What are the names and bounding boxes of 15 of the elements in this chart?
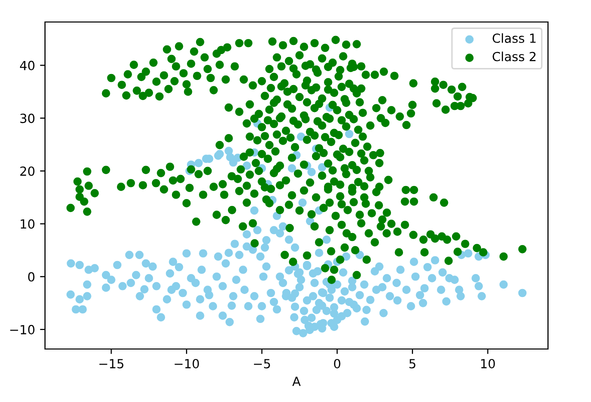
x-tick-label: 10 [481, 358, 495, 368]
y-tick-label: 40 [20, 60, 34, 70]
x-axis-title: A [292, 376, 301, 386]
y-tick-label: 0 [28, 272, 34, 282]
y-tick-label: 30 [20, 114, 34, 124]
x-tick-label: −5 [254, 359, 270, 368]
x-tick-label: −10 [174, 358, 199, 368]
x-tick-label: −15 [99, 359, 124, 368]
y-tick-label: 10 [20, 219, 34, 229]
y-tick-label: 20 [20, 166, 34, 176]
x-tick-label: 0 [334, 358, 340, 368]
x-tick-label: 5 [409, 359, 416, 368]
legend-label: Class 2 [492, 52, 536, 62]
legend-label: Class 1 [492, 33, 536, 43]
y-tick-label: −10 [10, 324, 34, 334]
